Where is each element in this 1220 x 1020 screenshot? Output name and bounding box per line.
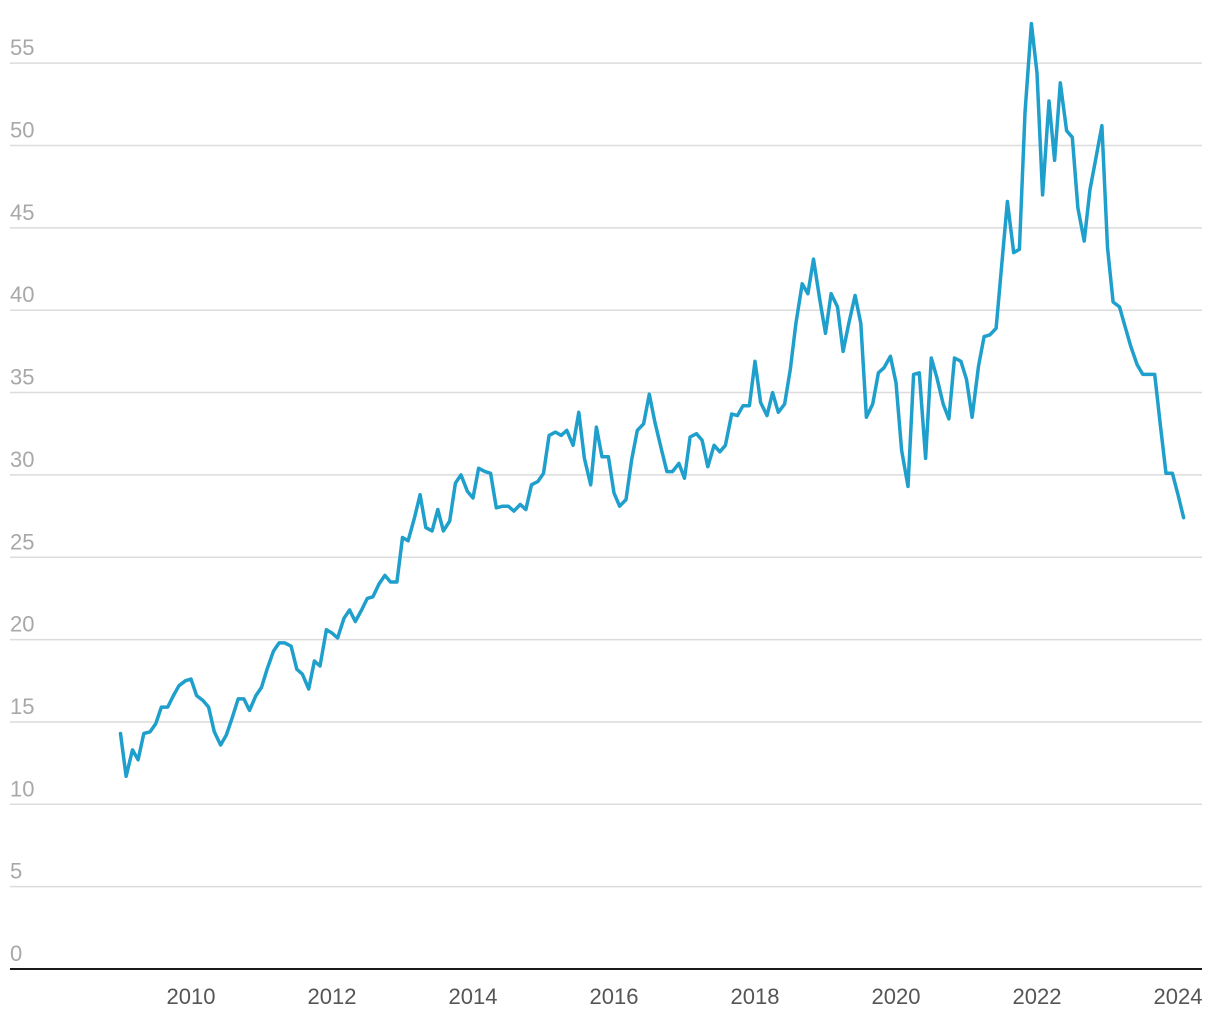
y-tick-label-55: 55	[10, 35, 34, 60]
y-axis-ticks: 0 5 10 15 20 25 30 35 40 45 50 55	[10, 35, 34, 966]
x-tick-label-2022: 2022	[1013, 984, 1062, 1009]
x-tick-label-2010: 2010	[167, 984, 216, 1009]
x-tick-label-2014: 2014	[449, 984, 498, 1009]
y-tick-label-20: 20	[10, 612, 34, 637]
series-layer	[118, 21, 1186, 779]
y-tick-label-10: 10	[10, 776, 34, 801]
y-tick-label-50: 50	[10, 118, 34, 143]
x-tick-label-2012: 2012	[308, 984, 357, 1009]
y-tick-label-30: 30	[10, 447, 34, 472]
y-tick-label-0: 0	[10, 941, 22, 966]
y-tick-label-45: 45	[10, 200, 34, 225]
y-tick-label-40: 40	[10, 282, 34, 307]
y-tick-label-35: 35	[10, 365, 34, 390]
gridlines	[10, 62, 1202, 888]
x-tick-label-2020: 2020	[872, 984, 921, 1009]
x-tick-label-2024: 2024	[1154, 984, 1203, 1009]
series-line-0	[118, 21, 1186, 779]
y-tick-label-5: 5	[10, 859, 22, 884]
x-tick-label-2016: 2016	[590, 984, 639, 1009]
y-tick-label-25: 25	[10, 529, 34, 554]
x-axis-ticks: 2010 2012 2014 2016 2018 2020 2022 2024	[167, 984, 1203, 1009]
y-tick-label-15: 15	[10, 694, 34, 719]
x-tick-label-2018: 2018	[731, 984, 780, 1009]
